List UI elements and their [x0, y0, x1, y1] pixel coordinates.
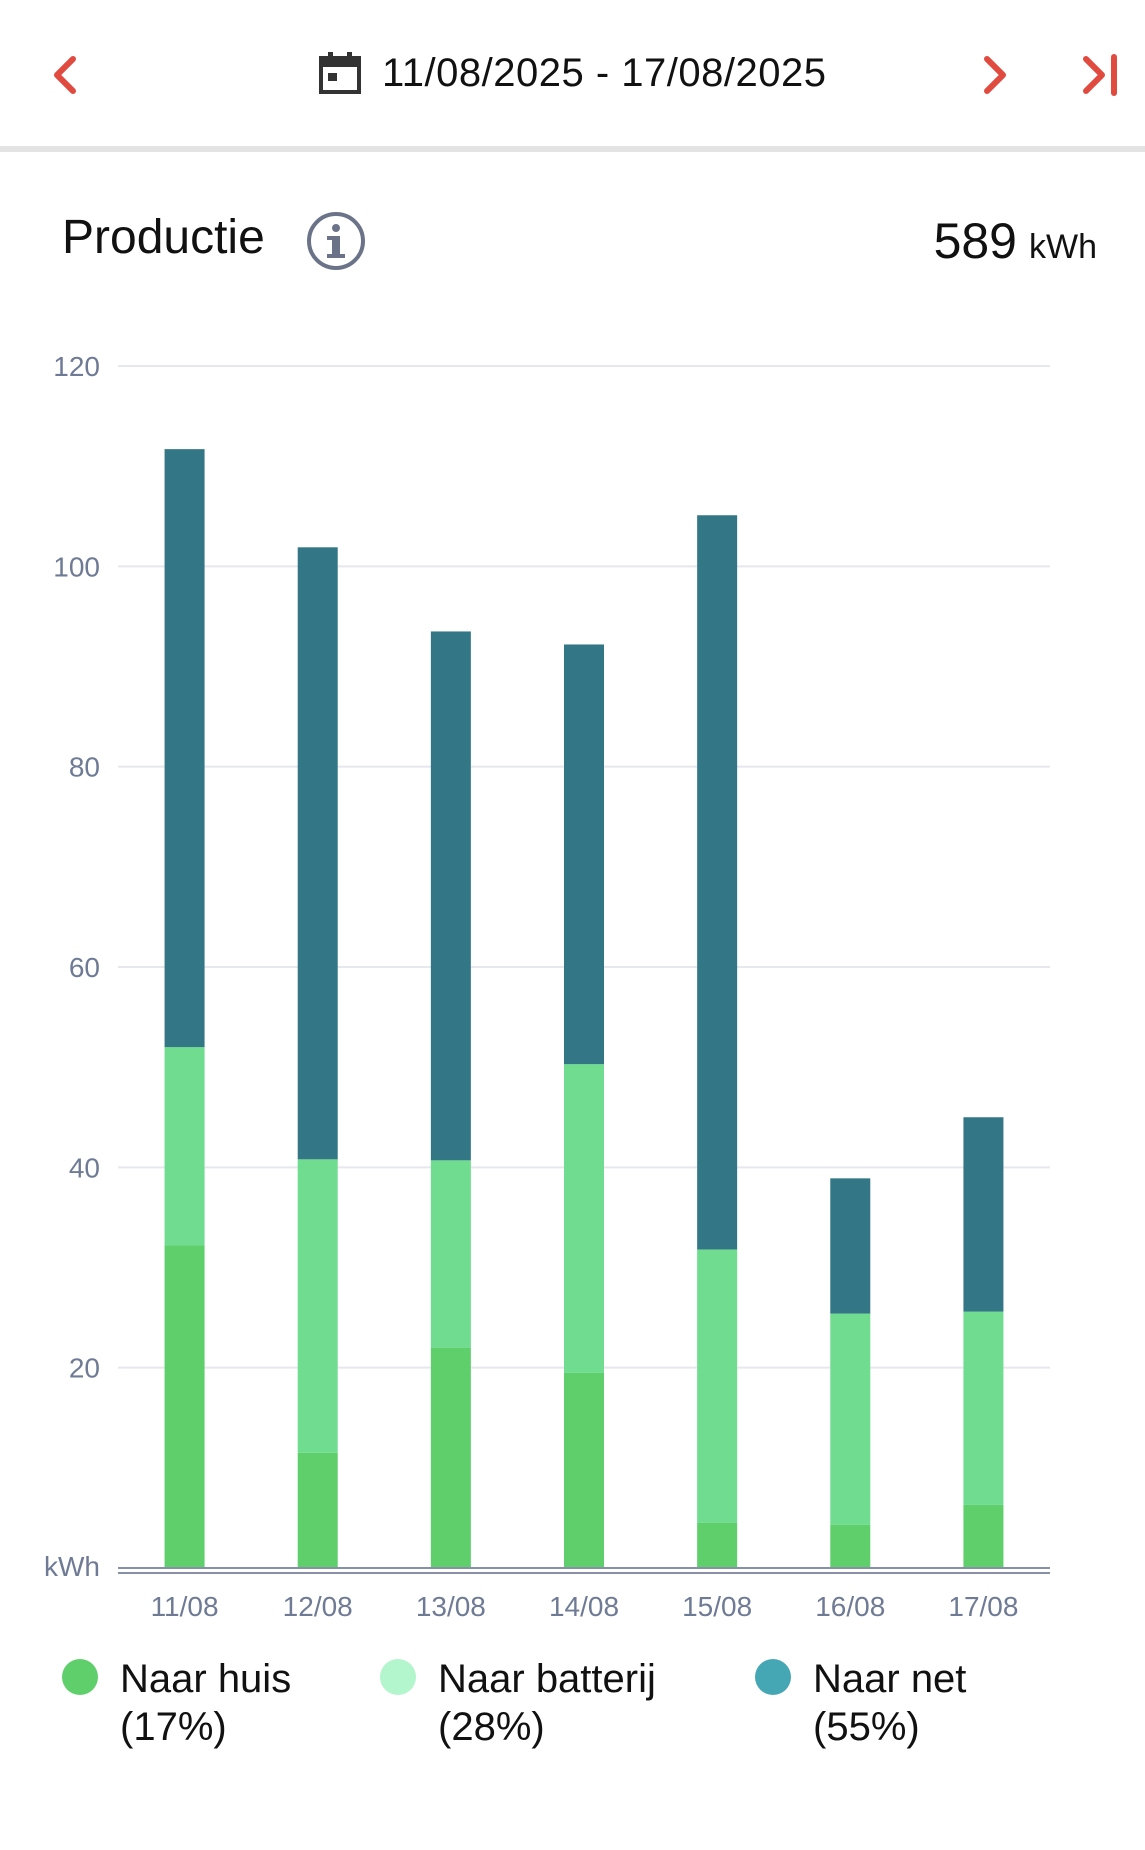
date-range-selector[interactable]: 11/08/2025 - 17/08/2025	[318, 38, 826, 108]
total-unit: kWh	[1029, 228, 1097, 266]
bar-segment-naar-huis	[830, 1524, 871, 1568]
x-tick-label: 14/08	[549, 1591, 619, 1620]
x-tick-label: 13/08	[416, 1591, 486, 1620]
legend-series-percent: (17%)	[120, 1705, 227, 1749]
legend-swatch	[62, 1659, 98, 1695]
legend-label: Naar huis (17%)	[120, 1655, 291, 1751]
legend-label: Naar net (55%)	[813, 1655, 966, 1751]
bar-segment-naar-batterij	[297, 1159, 338, 1453]
legend-item-naar-net[interactable]: Naar net (55%)	[755, 1655, 966, 1751]
y-axis-unit: kWh	[44, 1551, 100, 1582]
bar-segment-naar-net	[297, 547, 338, 1160]
skip-to-end-icon	[1083, 54, 1117, 96]
production-title: Productie	[62, 211, 265, 264]
legend-series-percent: (28%)	[438, 1705, 545, 1749]
date-range-text: 11/08/2025 - 17/08/2025	[382, 50, 827, 95]
y-tick-label: 60	[69, 952, 100, 983]
bar-segment-naar-batterij	[164, 1047, 205, 1246]
top-bar: 11/08/2025 - 17/08/2025	[0, 0, 1145, 146]
bar-segment-naar-huis	[564, 1372, 604, 1568]
legend-label: Naar batterij (28%)	[438, 1655, 656, 1751]
y-tick-label: 40	[69, 1152, 100, 1183]
total-value: 589	[933, 213, 1017, 269]
chevron-left-icon	[54, 56, 76, 94]
bar-segment-naar-huis	[430, 1347, 471, 1568]
chart-legend: Naar huis (17%) Naar batterij (28%) Naar net…	[0, 1655, 1145, 1795]
bar-segment-naar-batterij	[430, 1160, 471, 1348]
production-bar-chart: 120 100 80 60 40 20 11/08 12/08 13/08 14/08 15/08 1…	[44, 351, 1050, 1620]
bar-segment-naar-net	[430, 631, 471, 1161]
chevron-right-icon	[984, 56, 1006, 94]
bar-segment-naar-huis	[164, 1245, 205, 1568]
y-tick-label: 100	[53, 551, 100, 582]
bar-segment-naar-net	[697, 515, 738, 1250]
x-tick-label: 12/08	[283, 1591, 353, 1620]
legend-series-name: Naar huis	[120, 1657, 292, 1701]
legend-swatch	[755, 1659, 791, 1695]
x-tick-label: 17/08	[948, 1591, 1018, 1620]
bar-segment-naar-huis	[297, 1452, 338, 1568]
bar-segment-naar-batterij	[564, 1064, 604, 1373]
bar-segment-naar-net	[564, 644, 604, 1065]
legend-series-name: Naar net	[813, 1657, 967, 1701]
y-tick-label: 80	[69, 752, 100, 783]
skip-to-latest-button[interactable]	[1067, 40, 1137, 110]
bar-segment-naar-batterij	[697, 1249, 738, 1523]
legend-swatch	[380, 1659, 416, 1695]
y-tick-label: 120	[53, 351, 100, 382]
legend-item-naar-batterij[interactable]: Naar batterij (28%)	[380, 1655, 656, 1751]
y-tick-label: 20	[69, 1353, 100, 1384]
bar-segment-naar-net	[830, 1178, 871, 1314]
bar-segment-naar-net	[164, 449, 205, 1048]
next-week-button[interactable]	[960, 40, 1030, 110]
bar-segment-naar-net	[963, 1117, 1004, 1312]
legend-item-naar-huis[interactable]: Naar huis (17%)	[62, 1655, 291, 1751]
x-tick-label: 11/08	[151, 1591, 219, 1620]
bar-segment-naar-batterij	[963, 1311, 1004, 1505]
x-tick-label: 16/08	[815, 1591, 885, 1620]
bar-segment-naar-huis	[963, 1504, 1004, 1568]
calendar-icon	[319, 52, 361, 94]
header-divider	[0, 146, 1145, 152]
bar-segment-naar-batterij	[830, 1313, 871, 1525]
bar-segment-naar-huis	[697, 1522, 738, 1568]
legend-series-name: Naar batterij	[438, 1657, 656, 1701]
total-production: 589 kWh	[934, 212, 1097, 270]
x-tick-label: 15/08	[682, 1591, 752, 1620]
info-icon[interactable]	[305, 210, 367, 272]
legend-series-percent: (55%)	[813, 1705, 920, 1749]
previous-week-button[interactable]	[30, 40, 100, 110]
